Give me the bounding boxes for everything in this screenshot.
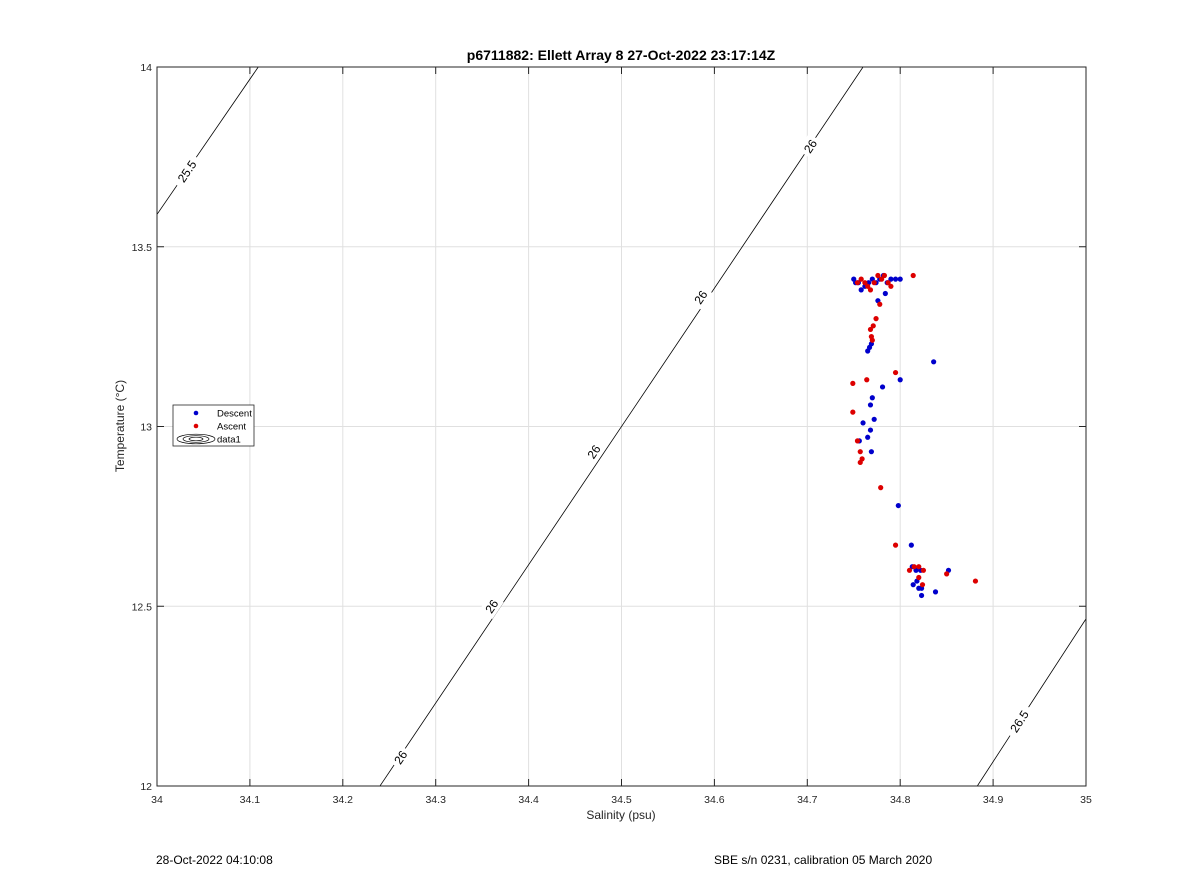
x-tick-label: 34.5 [611,794,632,806]
ascent-point [871,280,877,286]
density-contour-label: 26 [688,284,713,310]
descent-point [918,592,925,599]
legend-data1-label: data1 [217,435,241,446]
ascent-point [916,574,922,581]
footer-calibration: SBE s/n 0231, calibration 05 March 2020 [714,853,933,867]
ascent-point [885,280,891,286]
legend-descent-marker [193,410,199,416]
x-axis-label: Salinity (psu) [586,808,655,822]
density-contour-line [379,67,864,786]
ascent-point [878,485,884,491]
density-contour-label: 26 [479,593,504,620]
ascent-point [857,449,863,455]
x-tick-label: 35 [1080,794,1092,806]
ascent-point [854,280,861,286]
density-contour-label: 26 [797,133,823,159]
ascent-point [910,272,916,279]
descent-point [888,276,894,282]
descent-point [865,348,871,354]
ascent-point [881,272,888,279]
y-tick-label: 12.5 [132,601,153,613]
ascent-point [892,369,899,376]
x-tick-label: 34.7 [797,794,818,806]
axis-ticks: 34 34.1 34.2 34.3 34.4 34.5 34.6 34.7 34.8 34.9 35… [132,62,1092,806]
y-axis-label: Temperature (°C) [113,380,127,472]
y-tick-label: 13.5 [132,242,153,254]
density-contour-line [157,67,259,215]
ascent-point [850,409,856,415]
ascent-point [864,377,870,383]
ascent-point [850,380,856,386]
descent-point [867,427,874,433]
descent-point [858,287,864,293]
ascent-point [870,323,876,329]
ascent-point [892,542,899,548]
descent-point [868,449,875,455]
legend: Descent Ascent data1 [172,404,255,447]
chart-title: p6711882: Ellett Array 8 27-Oct-2022 23:… [467,47,776,63]
x-tick-label: 34.9 [983,794,1004,806]
descent-point [910,582,916,588]
ascent-point [857,459,863,466]
descent-point [897,377,903,383]
x-tick-label: 34.8 [890,794,911,806]
x-tick-label: 34.1 [240,794,261,806]
descent-point [932,589,939,595]
descent-point [895,502,901,509]
descent-point [871,416,877,422]
ascent-point [888,283,894,289]
density-contour-label: 26 [581,438,606,465]
ascent-point [854,438,861,444]
ascent-point [862,280,868,286]
density-contour-line [976,618,1086,786]
ascent-point [920,567,927,573]
ascent-point [865,283,871,289]
descent-point [908,542,914,548]
x-tick-label: 34 [151,794,163,806]
density-contour-label: 26 [388,744,413,771]
ascent-point [875,272,881,279]
legend-descent-label: Descent [217,409,252,420]
ascent-point [972,578,979,584]
y-tick-label: 14 [140,62,152,74]
descent-point [931,359,937,365]
legend-box [172,404,255,447]
ascent-point [867,326,874,333]
legend-contour-icon [176,433,216,445]
descent-point [892,276,899,282]
descent-point [860,420,866,426]
ascent-point [867,287,874,293]
y-tick-label: 13 [140,422,152,434]
ascent-point [869,337,875,343]
footer-timestamp: 28-Oct-2022 04:10:08 [156,853,273,867]
descent-point [882,290,888,297]
x-tick-label: 34.2 [333,794,354,806]
ascent-point [858,276,864,282]
descent-point [897,276,903,282]
ascent-point [906,567,913,573]
data-points [850,272,979,599]
y-tick-label: 12 [140,781,152,793]
ascent-point [944,571,950,577]
legend-ascent-label: Ascent [217,422,246,433]
x-tick-label: 34.3 [425,794,446,806]
ascent-point [916,564,922,570]
x-tick-label: 34.4 [518,794,539,806]
ascent-point [873,316,879,322]
x-tick-label: 34.6 [704,794,725,806]
ascent-point [877,301,883,307]
density-contours [157,67,1086,786]
ascent-point [919,582,926,588]
descent-point [879,384,886,390]
descent-point [865,434,871,440]
ascent-point [879,276,885,282]
descent-point [869,395,875,401]
legend-ascent-marker [193,423,199,429]
descent-point [867,402,874,408]
ascent-point [911,564,917,570]
